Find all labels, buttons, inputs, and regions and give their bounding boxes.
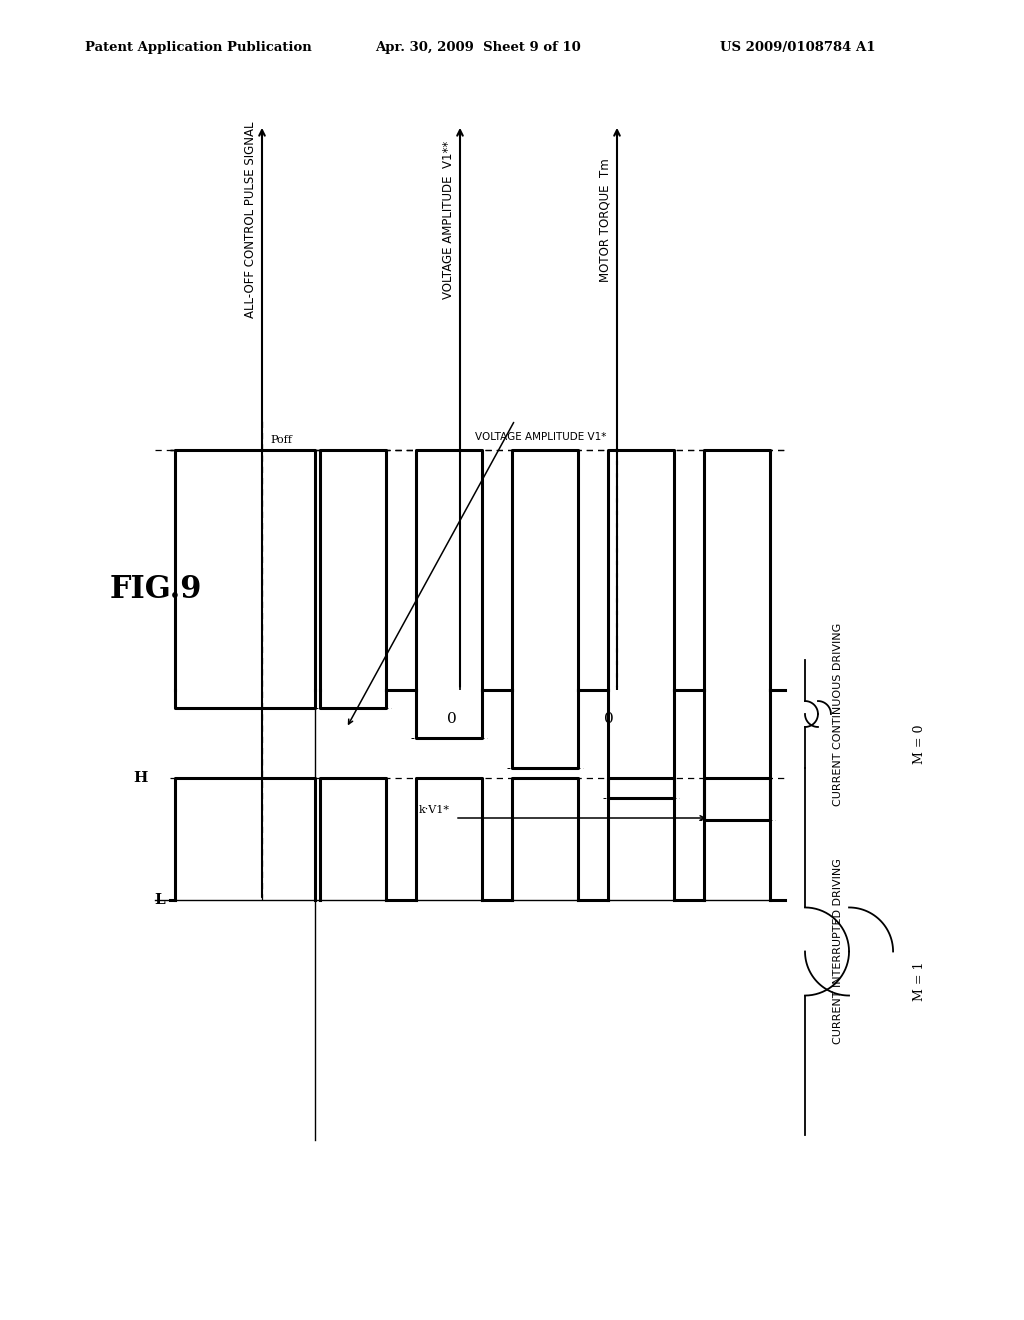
Text: Apr. 30, 2009  Sheet 9 of 10: Apr. 30, 2009 Sheet 9 of 10 (375, 41, 581, 54)
Text: MOTOR TORQUE  Tm: MOTOR TORQUE Tm (598, 158, 611, 282)
Text: VOLTAGE AMPLITUDE  V1**: VOLTAGE AMPLITUDE V1** (441, 141, 455, 300)
Text: H: H (133, 771, 147, 785)
Text: CURRENT CONTINUOUS DRIVING: CURRENT CONTINUOUS DRIVING (833, 622, 843, 805)
Text: Poff: Poff (270, 436, 292, 445)
Text: ALL-OFF CONTROL PULSE SIGNAL: ALL-OFF CONTROL PULSE SIGNAL (244, 121, 256, 318)
Text: VOLTAGE AMPLITUDE V1*: VOLTAGE AMPLITUDE V1* (475, 432, 606, 442)
Text: L: L (155, 894, 165, 907)
Text: M = 0: M = 0 (913, 725, 926, 764)
Text: 0: 0 (604, 711, 613, 726)
Text: 0: 0 (447, 711, 457, 726)
Text: M = 1: M = 1 (913, 962, 926, 1002)
Text: CURRENT INTERRUPTED DRIVING: CURRENT INTERRUPTED DRIVING (833, 858, 843, 1044)
Text: k·V1*: k·V1* (419, 805, 450, 814)
Text: FIG.9: FIG.9 (110, 574, 203, 606)
Text: US 2009/0108784 A1: US 2009/0108784 A1 (720, 41, 876, 54)
Text: Patent Application Publication: Patent Application Publication (85, 41, 311, 54)
